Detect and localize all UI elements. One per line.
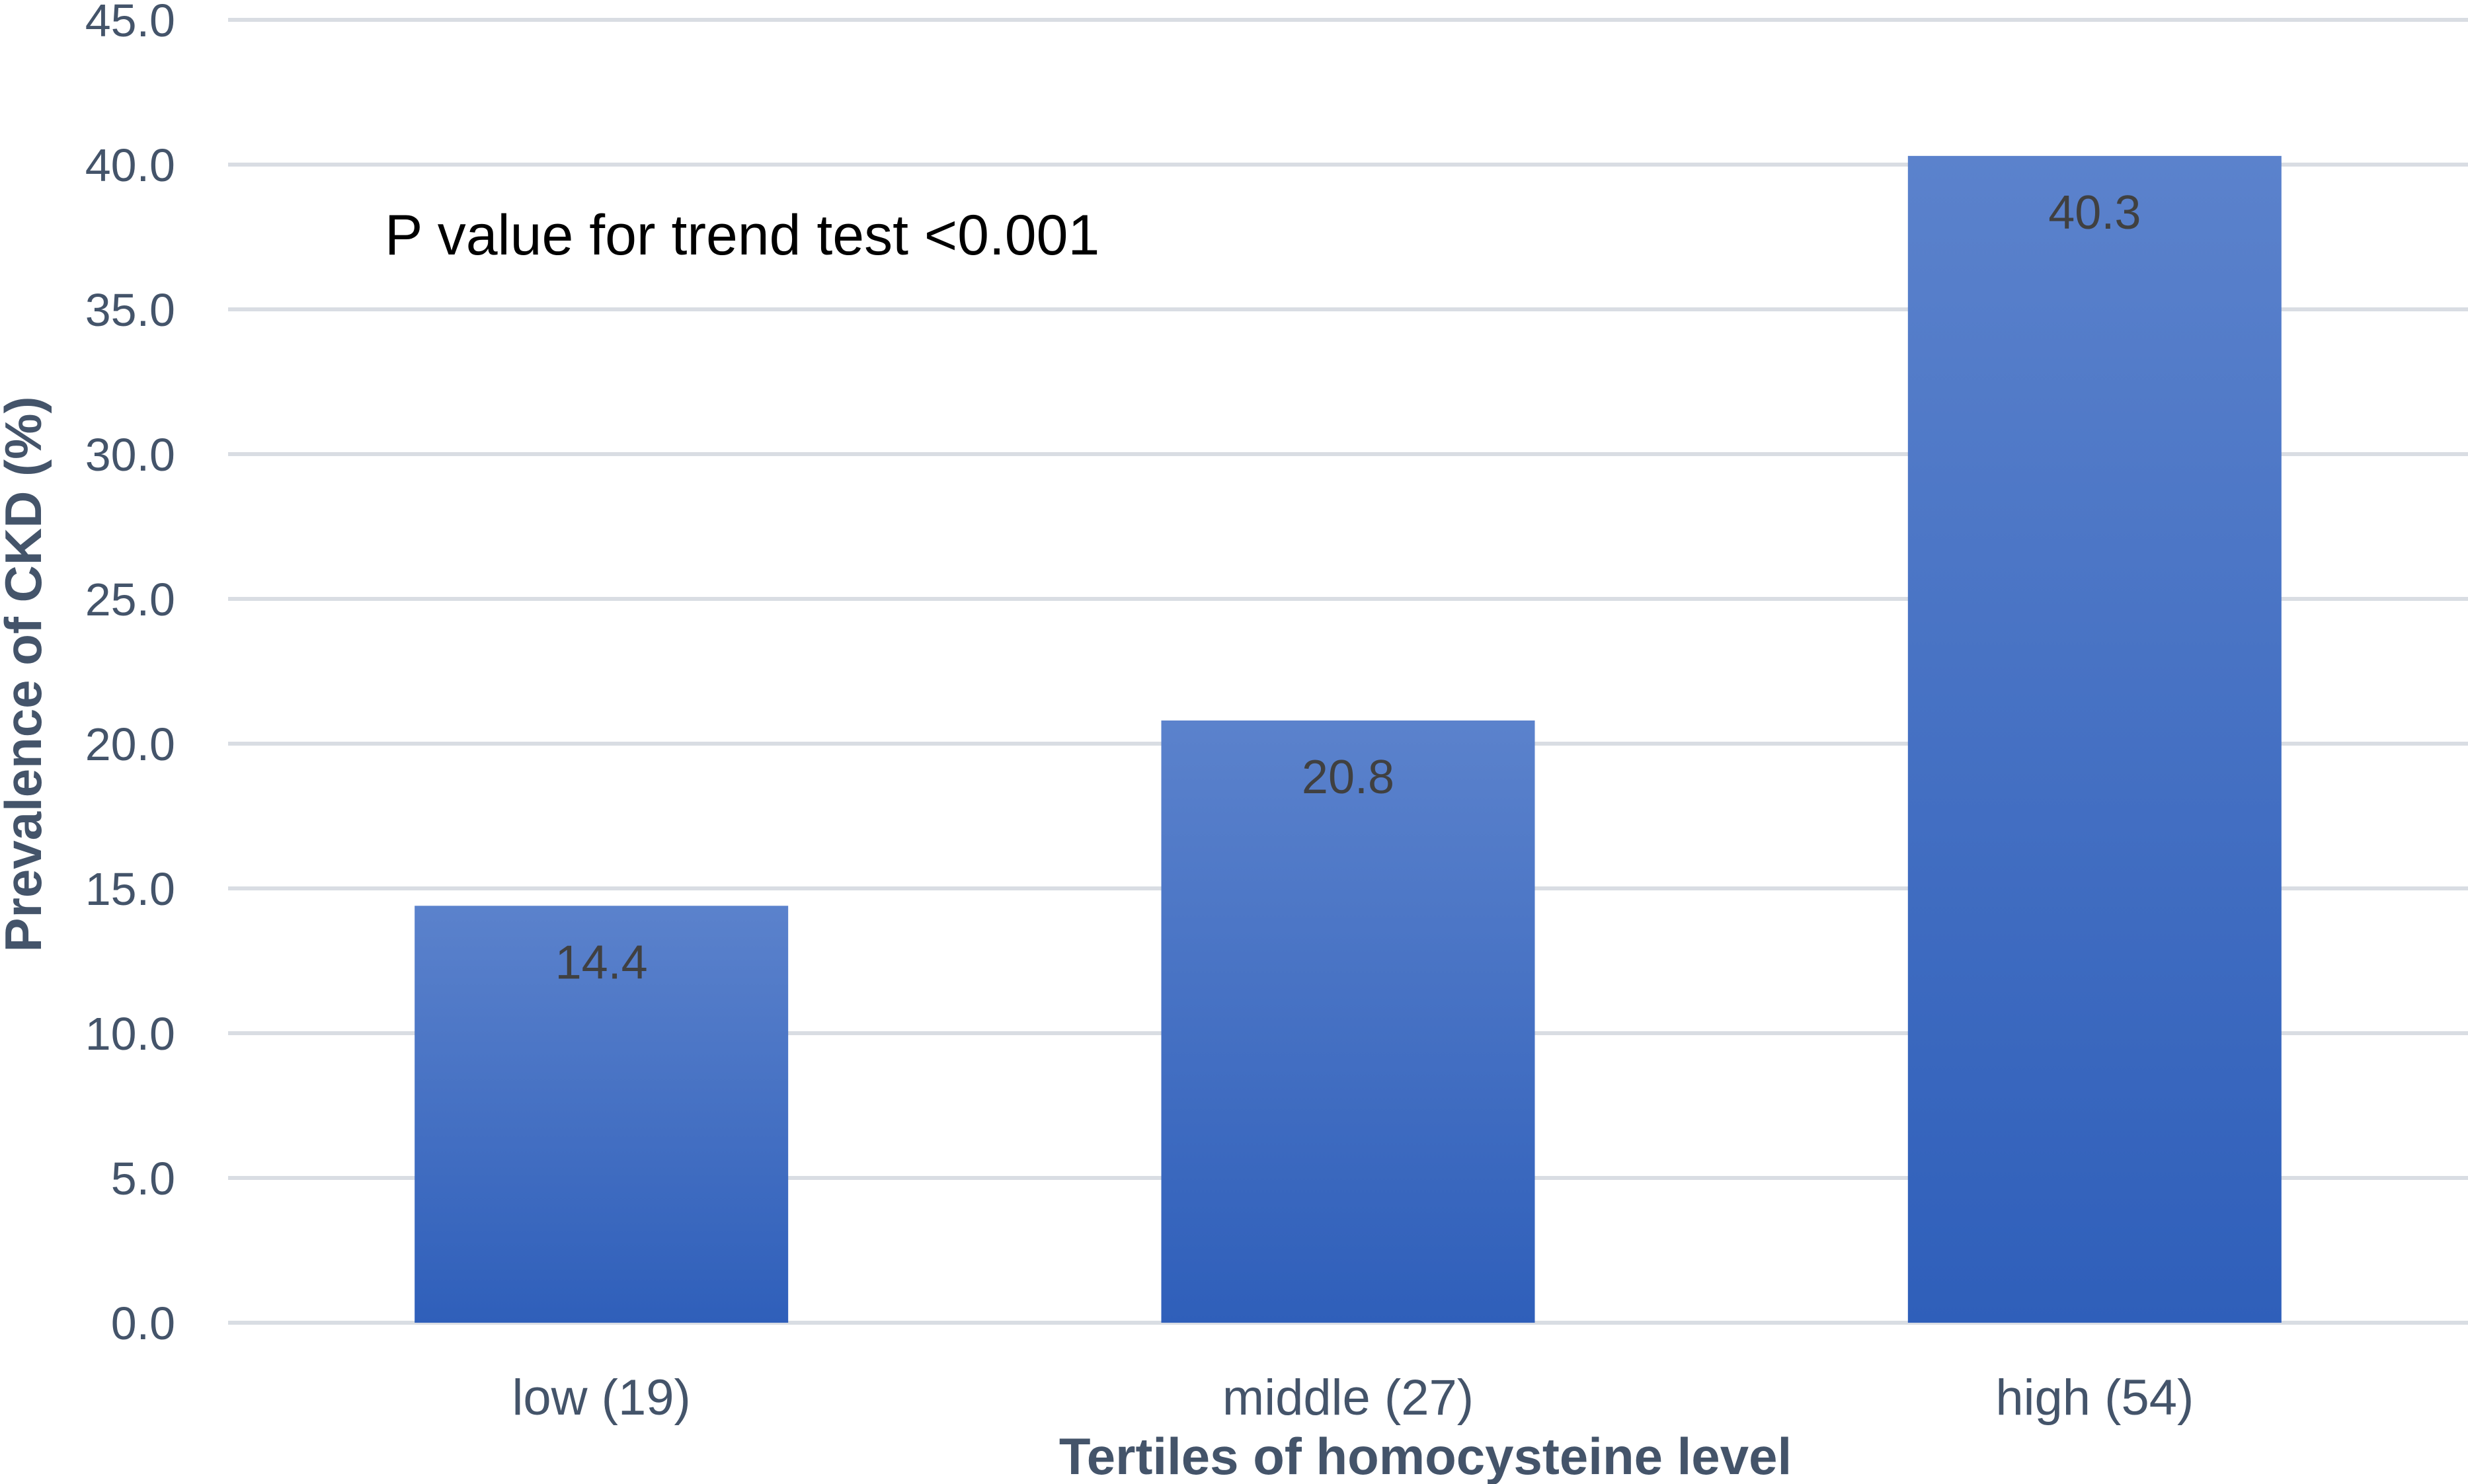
y-tick-label: 25.0 (85, 574, 175, 625)
bar (415, 906, 789, 1323)
y-tick-label: 45.0 (85, 0, 175, 46)
y-tick-label: 0.0 (111, 1298, 175, 1349)
y-tick-label: 40.0 (85, 139, 175, 191)
y-axis-title: Prevalence of CKD (%) (0, 397, 52, 953)
y-tick-label: 30.0 (85, 429, 175, 481)
x-axis-title: Tertiles of homocysteine level (1059, 1427, 1792, 1484)
data-label: 20.8 (1302, 751, 1394, 804)
y-tick-label: 20.0 (85, 719, 175, 770)
y-axis-tick-labels: 0.0 5.0 10.0 15.0 20.0 25.0 30.0 35.0 40.0 45.0 (85, 0, 175, 1349)
bar (1161, 720, 1535, 1323)
y-tick-label: 35.0 (85, 284, 175, 336)
x-axis-tick-labels: low (19) middle (27) high (54) (512, 1370, 2194, 1426)
x-tick-label: high (54) (1995, 1370, 2194, 1426)
y-tick-label: 5.0 (111, 1153, 175, 1204)
x-tick-label: low (19) (512, 1370, 691, 1426)
x-tick-label: middle (27) (1222, 1370, 1474, 1426)
data-label: 40.3 (2048, 186, 2141, 239)
bars (415, 155, 2282, 1323)
y-tick-label: 10.0 (85, 1008, 175, 1060)
data-labels: 14.4 20.8 40.3 (555, 186, 2141, 989)
y-tick-label: 15.0 (85, 863, 175, 915)
data-label: 14.4 (555, 936, 648, 989)
bar (1907, 155, 2282, 1323)
trend-test-annotation: P value for trend test <0.001 (385, 204, 1099, 267)
